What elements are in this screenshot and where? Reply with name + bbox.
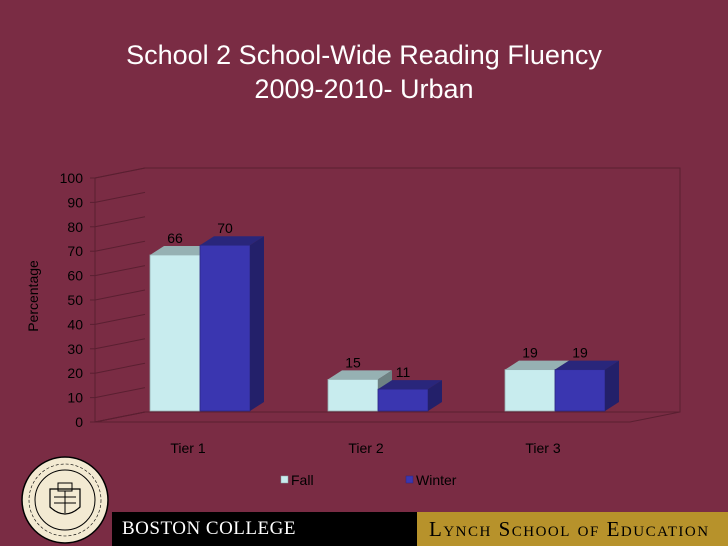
x-tick-label: Tier 1 xyxy=(170,440,205,456)
title-line-1: School 2 School-Wide Reading Fluency xyxy=(126,40,602,70)
y-grid-diagonal xyxy=(94,313,146,325)
x-tick-label: Tier 3 xyxy=(525,440,560,456)
y-tick-label: 10 xyxy=(67,390,83,406)
y-tick-label: 100 xyxy=(60,170,84,186)
chart-labels: 0 10 20 30 40 50 60 70 80 90 100 66 70 Tier 1 15 11 Tier… xyxy=(60,170,588,456)
data-label: 19 xyxy=(522,345,538,361)
data-label: 11 xyxy=(396,364,411,380)
y-grid-diagonal xyxy=(94,240,146,252)
y-tick-label: 40 xyxy=(67,316,83,332)
chart-legend: Fall Winter xyxy=(280,472,457,488)
y-grid-diagonal xyxy=(94,411,146,423)
legend-label-winter: Winter xyxy=(416,472,457,488)
bar-top-face xyxy=(200,236,264,246)
bar-top-face xyxy=(328,370,392,380)
y-grid-diagonal xyxy=(94,387,146,399)
bar-top-face xyxy=(555,360,619,370)
y-tick-label: 70 xyxy=(67,243,83,259)
bar-fall-tier-1 xyxy=(149,254,201,412)
data-label: 66 xyxy=(167,230,183,246)
bar-side-face xyxy=(605,360,619,411)
legend-swatch-fall xyxy=(280,475,289,484)
legend-label-fall: Fall xyxy=(291,472,314,488)
boston-college-wordmark: BOSTON COLLEGE xyxy=(122,518,296,539)
lynch-school-wordmark: Lynch School of Education xyxy=(429,517,710,541)
bar-top-face xyxy=(378,380,442,390)
bar-side-face xyxy=(428,380,442,411)
data-label: 19 xyxy=(572,345,588,361)
y-grid-diagonal xyxy=(94,191,146,203)
slide-title: School 2 School-Wide Reading Fluency 200… xyxy=(0,38,728,106)
y-tick-label: 0 xyxy=(75,414,83,430)
chart-floor xyxy=(94,411,681,423)
boston-college-seal xyxy=(21,456,109,544)
footer-bar: BOSTON COLLEGE Lynch School of Education xyxy=(112,512,728,546)
bar-winter-tier-1 xyxy=(199,244,251,412)
y-tick-label: 90 xyxy=(67,194,83,210)
bar-side-face xyxy=(250,236,264,411)
bar-winter-tier-2 xyxy=(377,388,429,412)
bar-top-face xyxy=(505,360,569,370)
y-grid-diagonal xyxy=(94,289,146,301)
y-grid-diagonal xyxy=(94,265,146,277)
y-tick-label: 60 xyxy=(67,268,83,284)
y-grid-diagonal xyxy=(94,338,146,350)
bar-fall-tier-2 xyxy=(327,378,379,412)
chart-frame xyxy=(90,167,681,423)
footer-gold-band: Lynch School of Education xyxy=(417,512,728,546)
legend-swatch-winter xyxy=(405,475,414,484)
y-grid-diagonal xyxy=(94,167,146,179)
bar-top-face xyxy=(150,245,214,255)
y-axis-label: Percentage xyxy=(25,260,41,332)
title-line-2: 2009-2010- Urban xyxy=(254,74,474,104)
bar-fall-tier-3 xyxy=(504,369,556,412)
y-tick-label: 30 xyxy=(67,341,83,357)
data-label: 70 xyxy=(217,220,233,236)
data-label: 15 xyxy=(345,354,361,370)
y-tick-label: 50 xyxy=(67,292,83,308)
chart-bars xyxy=(149,236,619,412)
x-tick-label: Tier 2 xyxy=(348,440,383,456)
y-grid-diagonal xyxy=(94,216,146,228)
y-tick-label: 80 xyxy=(67,219,83,235)
y-grid-diagonal xyxy=(94,362,146,374)
bar-winter-tier-3 xyxy=(554,369,606,412)
y-tick-label: 20 xyxy=(67,365,83,381)
